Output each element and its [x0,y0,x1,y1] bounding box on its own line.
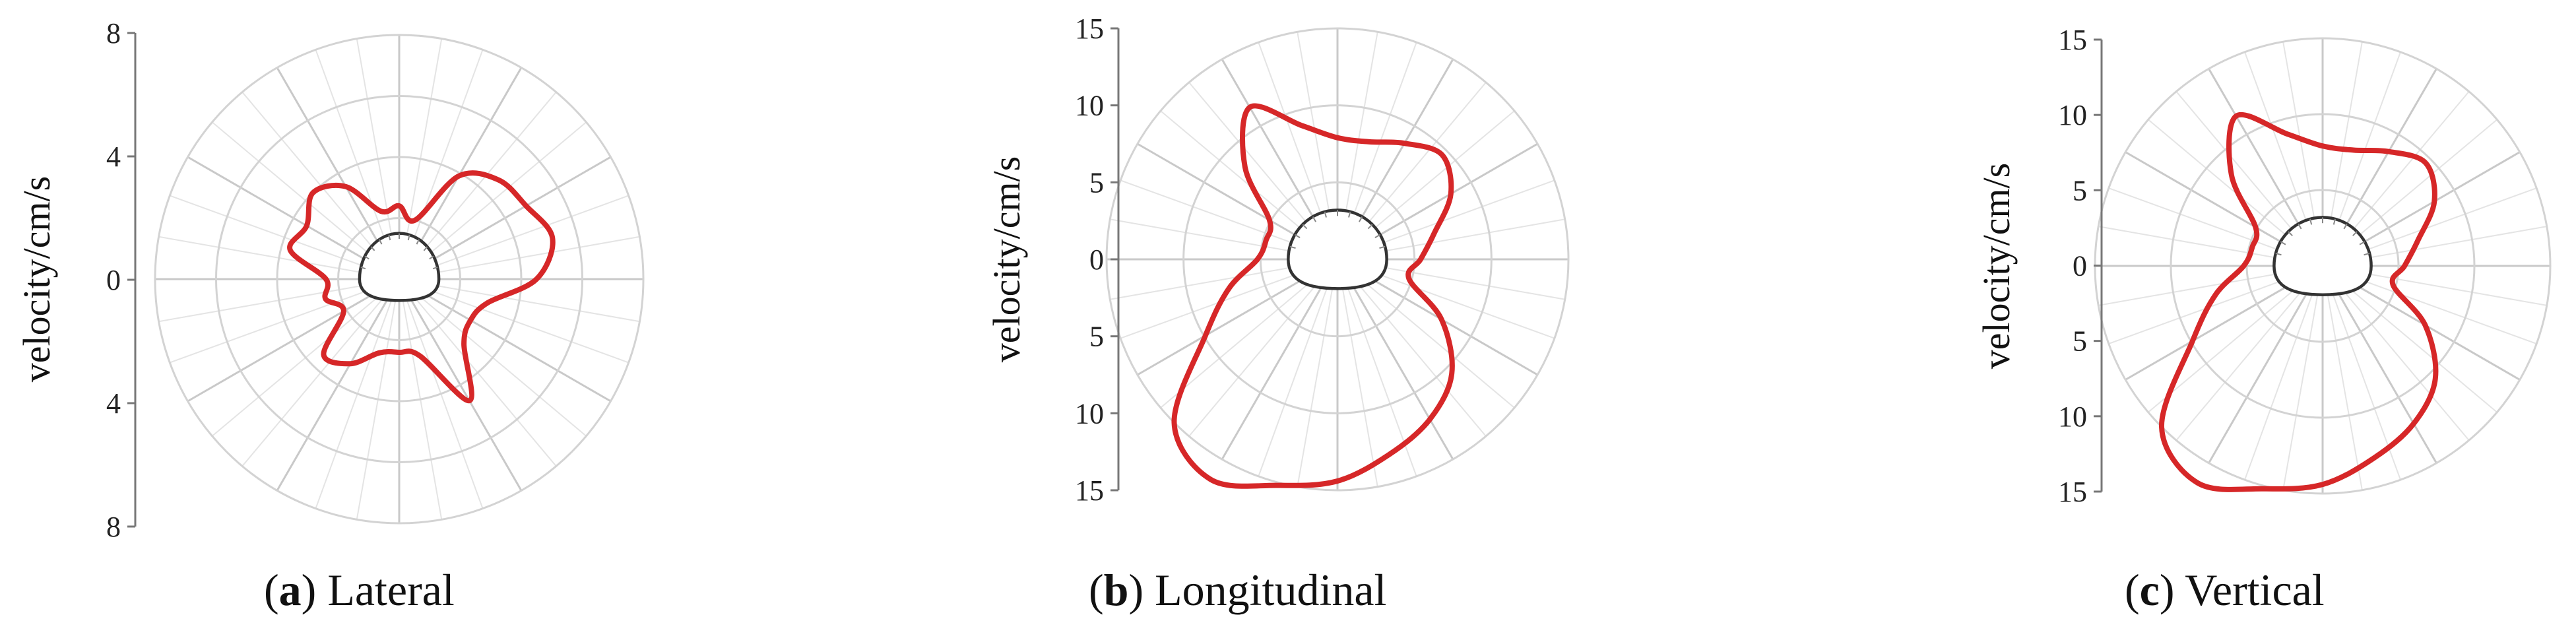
tunnel-hatch [407,234,410,241]
tunnel-hatch [429,255,434,260]
y-tick-label: 10 [2058,401,2087,433]
minor-spoke [2175,265,2323,441]
tunnel-hatch [379,239,383,245]
y-tick-label: 8 [106,17,121,49]
polar-chart-b: 15 10 5 0 5 10 15 velocity/cm/s [985,13,1570,507]
y-tick-label: 0 [1089,243,1104,276]
y-tick-label: 4 [106,387,121,420]
tunnel-hatch [2309,218,2313,225]
y-tick-label: 0 [2073,250,2087,282]
tunnel-outline [358,232,441,302]
tunnel-hatch [416,239,420,245]
y-tick-label: 5 [2073,325,2087,358]
grid-ring [1105,27,1570,492]
tunnel-hatch [2288,231,2293,236]
tunnel-hatch [423,246,428,251]
velocity-curve [2158,112,2439,492]
y-tick-label: 15 [2058,476,2087,508]
major-spoke [1221,259,1339,460]
tunnel-hatch [2280,241,2286,245]
polar-chart-c: 15 10 5 0 5 10 15 velocity/cm/s [1975,24,2552,508]
tunnel-outline [2272,216,2373,296]
caption-text: Vertical [2185,565,2325,615]
tunnel-hatch [364,255,370,260]
minor-spoke [2282,265,2323,490]
y-tick-label: 0 [106,264,121,296]
y-tick-label: 5 [2073,174,2087,207]
grid-ring [1182,104,1493,414]
polar-chart-a: 8 4 0 4 8 velocity/cm/s [15,17,645,543]
caption-letter: a [278,565,302,615]
major-spoke [2208,265,2324,464]
minor-spoke [2322,265,2363,490]
tunnel-hatch [1294,234,1301,239]
grid-ring [215,95,583,463]
caption-text: Longitudinal [1155,565,1387,615]
velocity-curve [287,170,556,404]
tunnel-hatch [1367,224,1373,230]
y-tick-label: 15 [2058,24,2087,56]
major-spoke [1336,259,1454,460]
caption-c: (c) Vertical [2125,565,2325,615]
caption-b: (b) Longitudinal [1089,565,1387,615]
minor-spoke [2322,265,2470,441]
y-tick-label: 5 [1089,321,1104,353]
minor-spoke [1337,259,1378,487]
caption-letter: b [1103,565,1129,615]
y-tick-label: 10 [2058,99,2087,131]
tunnel-hatch [2359,241,2366,245]
tunnel-hatch [370,246,375,251]
minor-spoke [1337,259,1417,477]
y-tick-label: 10 [1075,90,1104,122]
y-tick-label: 8 [106,511,121,543]
y-axis-title: velocity/cm/s [15,176,58,383]
minor-spoke [1188,259,1338,437]
grid-ring [337,217,461,341]
tunnel-hatch [2333,218,2336,225]
tunnel-hatch [2275,252,2282,256]
tunnel-hatch [1374,234,1381,239]
tunnel-hatch [1324,211,1327,218]
tunnel-hatch [360,267,366,270]
tunnel-hatch [1302,224,1308,230]
tunnel-hatch [1358,216,1363,222]
minor-spoke [1258,259,1338,477]
tunnel-hatch [2364,252,2370,256]
y-tick-label: 5 [1089,166,1104,199]
minor-spoke [2322,265,2401,480]
tunnel-hatch [2298,223,2302,230]
tunnel-hatch [432,267,438,270]
y-tick-label: 10 [1075,397,1104,430]
minor-spoke [2244,265,2323,480]
y-axis-title: velocity/cm/s [1975,163,2018,370]
tunnel-hatch [1312,216,1317,222]
y-axis-title: velocity/cm/s [985,156,1028,363]
tunnel-hatch [2352,231,2358,236]
tunnel-hatch [1379,245,1386,249]
minor-spoke [1297,259,1338,487]
caption-letter: c [2139,565,2160,615]
y-tick-label: 15 [1075,13,1104,45]
y-tick-label: 4 [106,141,121,173]
tunnel-hatch [2343,223,2348,230]
tunnel-outline [1287,209,1388,290]
grid-ring [2170,113,2476,419]
major-spoke [2321,265,2437,464]
caption-text: Lateral [327,565,455,615]
minor-spoke [1337,259,1487,437]
grid-ring [276,156,523,402]
velocity-curve [1171,103,1455,489]
tunnel-hatch [388,234,391,241]
tunnel-hatch [1348,211,1351,218]
caption-a: (a) Lateral [264,565,455,615]
y-tick-label: 15 [1075,474,1104,507]
tunnel-hatch [1289,245,1296,249]
grid-ring [154,34,645,525]
